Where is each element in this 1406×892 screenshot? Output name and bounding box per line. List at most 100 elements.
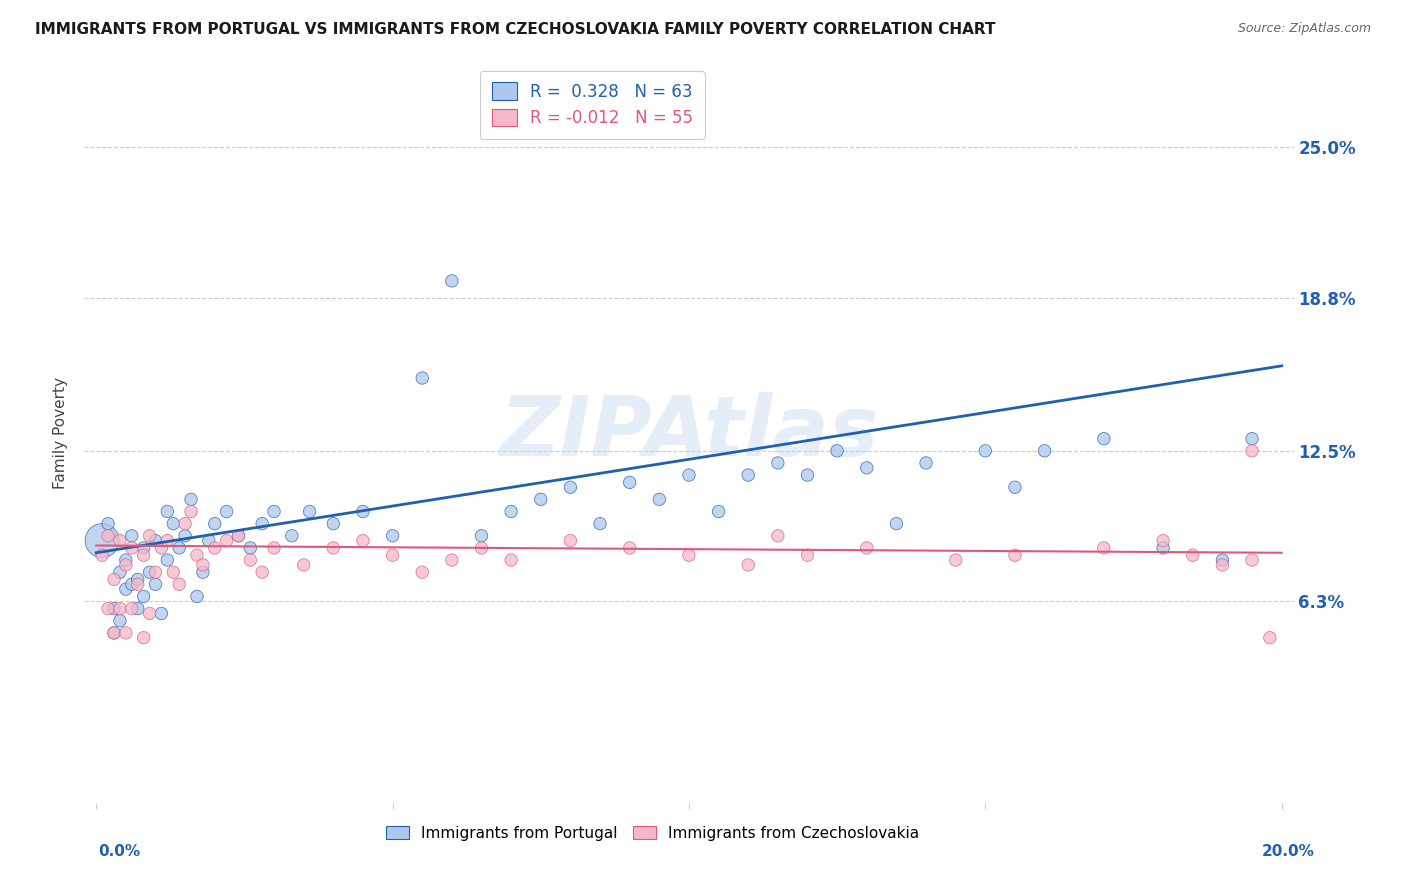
- Point: [560, 480, 582, 494]
- Point: [191, 558, 214, 572]
- Point: [855, 460, 877, 475]
- Point: [470, 541, 492, 555]
- Point: [1211, 558, 1233, 572]
- Point: [156, 504, 179, 518]
- Point: [915, 456, 938, 470]
- Text: IMMIGRANTS FROM PORTUGAL VS IMMIGRANTS FROM CZECHOSLOVAKIA FAMILY POVERTY CORREL: IMMIGRANTS FROM PORTUGAL VS IMMIGRANTS F…: [35, 22, 995, 37]
- Point: [766, 456, 789, 470]
- Point: [1033, 443, 1056, 458]
- Point: [97, 516, 120, 531]
- Point: [127, 577, 149, 591]
- Y-axis label: Family Poverty: Family Poverty: [53, 376, 69, 489]
- Point: [1152, 533, 1174, 548]
- Point: [250, 565, 273, 579]
- Point: [91, 533, 114, 548]
- Point: [1004, 548, 1026, 562]
- Point: [180, 492, 202, 507]
- Point: [886, 516, 908, 531]
- Point: [167, 577, 190, 591]
- Point: [1092, 432, 1115, 446]
- Point: [945, 553, 967, 567]
- Point: [103, 573, 125, 587]
- Point: [138, 607, 160, 621]
- Point: [121, 577, 143, 591]
- Legend: Immigrants from Portugal, Immigrants from Czechoslovakia: Immigrants from Portugal, Immigrants fro…: [380, 820, 925, 847]
- Point: [352, 533, 374, 548]
- Text: 20.0%: 20.0%: [1261, 845, 1315, 859]
- Point: [1240, 432, 1263, 446]
- Point: [281, 529, 304, 543]
- Point: [648, 492, 671, 507]
- Point: [228, 529, 250, 543]
- Point: [156, 553, 179, 567]
- Point: [127, 601, 149, 615]
- Point: [115, 558, 138, 572]
- Point: [121, 601, 143, 615]
- Point: [186, 590, 208, 604]
- Point: [470, 529, 492, 543]
- Point: [352, 504, 374, 518]
- Point: [108, 565, 131, 579]
- Point: [215, 504, 238, 518]
- Point: [191, 565, 214, 579]
- Point: [145, 565, 167, 579]
- Point: [263, 504, 285, 518]
- Point: [1181, 548, 1204, 562]
- Point: [263, 541, 285, 555]
- Point: [108, 614, 131, 628]
- Point: [1258, 631, 1281, 645]
- Point: [678, 468, 700, 483]
- Point: [174, 516, 197, 531]
- Point: [180, 504, 202, 518]
- Point: [707, 504, 730, 518]
- Point: [974, 443, 997, 458]
- Point: [215, 533, 238, 548]
- Point: [132, 548, 155, 562]
- Point: [132, 541, 155, 555]
- Point: [411, 371, 433, 385]
- Text: ZIPAtlas: ZIPAtlas: [499, 392, 879, 473]
- Point: [796, 468, 818, 483]
- Point: [145, 577, 167, 591]
- Point: [796, 548, 818, 562]
- Point: [737, 558, 759, 572]
- Point: [97, 601, 120, 615]
- Point: [138, 529, 160, 543]
- Point: [619, 541, 641, 555]
- Point: [174, 529, 197, 543]
- Point: [1211, 553, 1233, 567]
- Point: [127, 573, 149, 587]
- Point: [1152, 541, 1174, 555]
- Point: [150, 607, 173, 621]
- Point: [121, 529, 143, 543]
- Point: [855, 541, 877, 555]
- Point: [737, 468, 759, 483]
- Point: [145, 533, 167, 548]
- Point: [411, 565, 433, 579]
- Point: [115, 582, 138, 597]
- Point: [186, 548, 208, 562]
- Point: [132, 631, 155, 645]
- Point: [228, 529, 250, 543]
- Point: [381, 529, 404, 543]
- Point: [619, 475, 641, 490]
- Point: [501, 504, 523, 518]
- Point: [103, 601, 125, 615]
- Point: [292, 558, 315, 572]
- Point: [162, 516, 184, 531]
- Text: 0.0%: 0.0%: [98, 845, 141, 859]
- Point: [678, 548, 700, 562]
- Text: Source: ZipAtlas.com: Source: ZipAtlas.com: [1237, 22, 1371, 36]
- Point: [138, 565, 160, 579]
- Point: [204, 541, 226, 555]
- Point: [121, 541, 143, 555]
- Point: [298, 504, 321, 518]
- Point: [381, 548, 404, 562]
- Point: [1004, 480, 1026, 494]
- Point: [91, 548, 114, 562]
- Point: [239, 541, 262, 555]
- Point: [115, 553, 138, 567]
- Point: [1240, 443, 1263, 458]
- Point: [103, 626, 125, 640]
- Point: [766, 529, 789, 543]
